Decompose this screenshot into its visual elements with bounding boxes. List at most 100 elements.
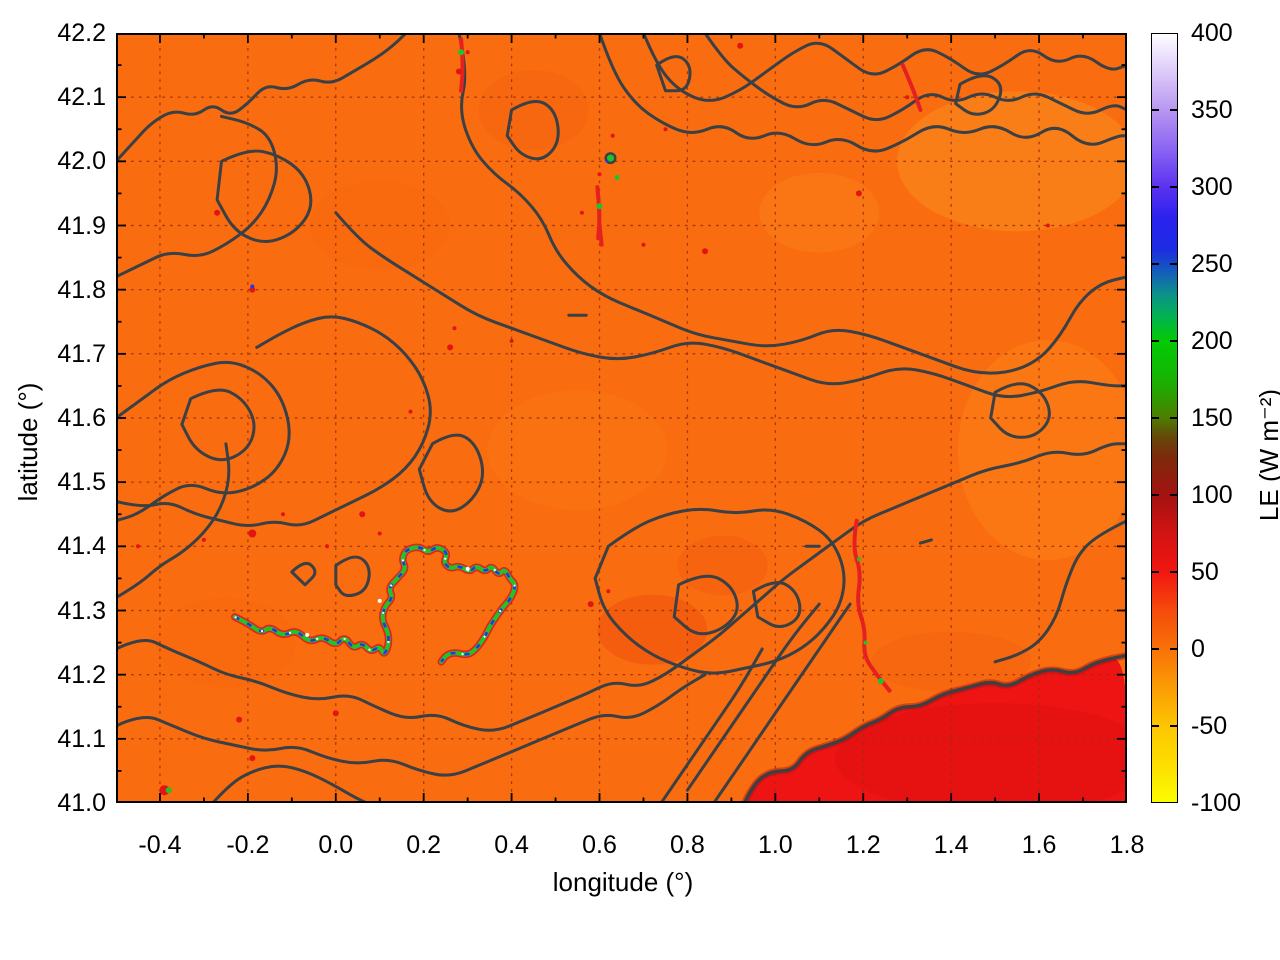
contour-line (598, 31, 1129, 153)
red-speckle (606, 589, 611, 594)
contour-line (180, 388, 256, 462)
red-speckle (452, 326, 457, 331)
x-tick-label: -0.2 (226, 831, 270, 859)
green-speckle (596, 203, 603, 210)
x-tick-label: 0.6 (582, 831, 617, 859)
x-tick-label: 1.2 (845, 831, 881, 859)
red-speckle (214, 209, 221, 216)
y-tick-label: 41.6 (57, 404, 106, 432)
red-speckle (610, 133, 615, 138)
x-tick-label: 1.6 (1021, 831, 1057, 859)
white-speckle (377, 598, 382, 603)
contour-line (215, 149, 313, 244)
red-speckle (248, 529, 257, 538)
colorbar-tick (1170, 263, 1177, 265)
colorbar-tick (1152, 417, 1159, 419)
y-tick-label: 41.0 (57, 789, 106, 817)
green-speckle (877, 678, 884, 685)
y-tick-label: 41.5 (57, 468, 106, 497)
red-speckle (663, 127, 668, 132)
red-speckle (325, 544, 329, 549)
colorbar-tick (1152, 340, 1159, 342)
contour-line (114, 114, 278, 279)
y-tick-label: 42.1 (57, 83, 106, 112)
red-speckle (408, 409, 413, 414)
red-speckle (377, 531, 382, 536)
red-speckle (136, 544, 140, 549)
colorbar-tick-label: -50 (1191, 712, 1228, 740)
red-speckle (905, 95, 910, 100)
colorbar-tick (1152, 494, 1159, 496)
red-speckle (597, 172, 602, 177)
red-speckle (702, 248, 708, 255)
colorbar-tick-label: 0 (1191, 635, 1205, 663)
stream-streak (900, 63, 923, 112)
y-tick-label: 41.1 (57, 724, 106, 753)
contour-line (655, 55, 692, 93)
green-speckle (165, 787, 172, 794)
red-speckle (855, 190, 862, 197)
contour-line (659, 647, 764, 805)
contour-line (685, 602, 821, 792)
colorbar-tick (1170, 648, 1177, 650)
contour-line (114, 442, 1129, 732)
red-speckle (509, 339, 514, 343)
y-tick-label: 41.4 (57, 532, 106, 561)
green-speckle (856, 557, 861, 562)
colorbar-tick (1170, 494, 1177, 496)
colorbar-tick (1152, 263, 1159, 265)
red-speckle (455, 68, 462, 75)
white-speckle (465, 566, 470, 571)
colorbar-tick-label: 350 (1191, 96, 1233, 124)
plot-area (114, 31, 1156, 814)
contour-line (334, 211, 1129, 399)
colorbar-tick-label: 250 (1191, 250, 1233, 278)
sea-region (744, 658, 1127, 803)
colorbar-tick (1170, 109, 1177, 111)
plot-svg (114, 31, 1156, 814)
contour-line (114, 360, 291, 523)
colorbar-tick (1170, 571, 1177, 573)
x-tick-label: 1.4 (933, 831, 969, 859)
colorbar-tick (1152, 186, 1159, 188)
colorbar-tick (1170, 186, 1177, 188)
red-speckle (249, 755, 256, 762)
y-axis-title: latitude (°) (13, 382, 43, 502)
contour-line (114, 442, 231, 600)
contour-line (114, 31, 408, 163)
red-speckle (236, 716, 243, 723)
red-speckle (281, 512, 285, 517)
colorbar-tick-label: 100 (1191, 481, 1233, 509)
blue-speckle (605, 159, 609, 163)
blue-speckle (250, 284, 255, 289)
x-tick-label: 0.0 (318, 831, 354, 859)
green-speckle (458, 49, 465, 56)
y-tick-label: 41.3 (57, 596, 106, 625)
white-speckle (305, 632, 310, 637)
green-speckle (607, 154, 614, 162)
colorbar-tick (1152, 109, 1159, 111)
coastline-contour (742, 653, 1129, 805)
red-speckle (447, 344, 454, 351)
x-tick-label: 0.2 (406, 831, 442, 859)
contour-line (211, 764, 369, 805)
colorbar-tick-label: 300 (1191, 173, 1233, 201)
red-speckle (249, 286, 256, 293)
contour-line (751, 581, 802, 628)
contour-line (114, 315, 432, 527)
red-speckle (579, 210, 584, 215)
colorbar-tick (1170, 340, 1177, 342)
colorbar-tick-label: 400 (1191, 19, 1233, 47)
green-speckle (614, 174, 620, 180)
contour-line (712, 602, 852, 805)
contour-line (114, 673, 707, 777)
colorbar-tick (1152, 648, 1159, 650)
x-tick-label: 0.8 (670, 831, 705, 859)
contour-line (334, 555, 371, 598)
red-speckle (737, 42, 744, 49)
contour-line (672, 574, 739, 636)
red-speckle (641, 242, 646, 247)
contour-line (417, 433, 485, 513)
x-tick-label: -0.4 (138, 831, 182, 859)
